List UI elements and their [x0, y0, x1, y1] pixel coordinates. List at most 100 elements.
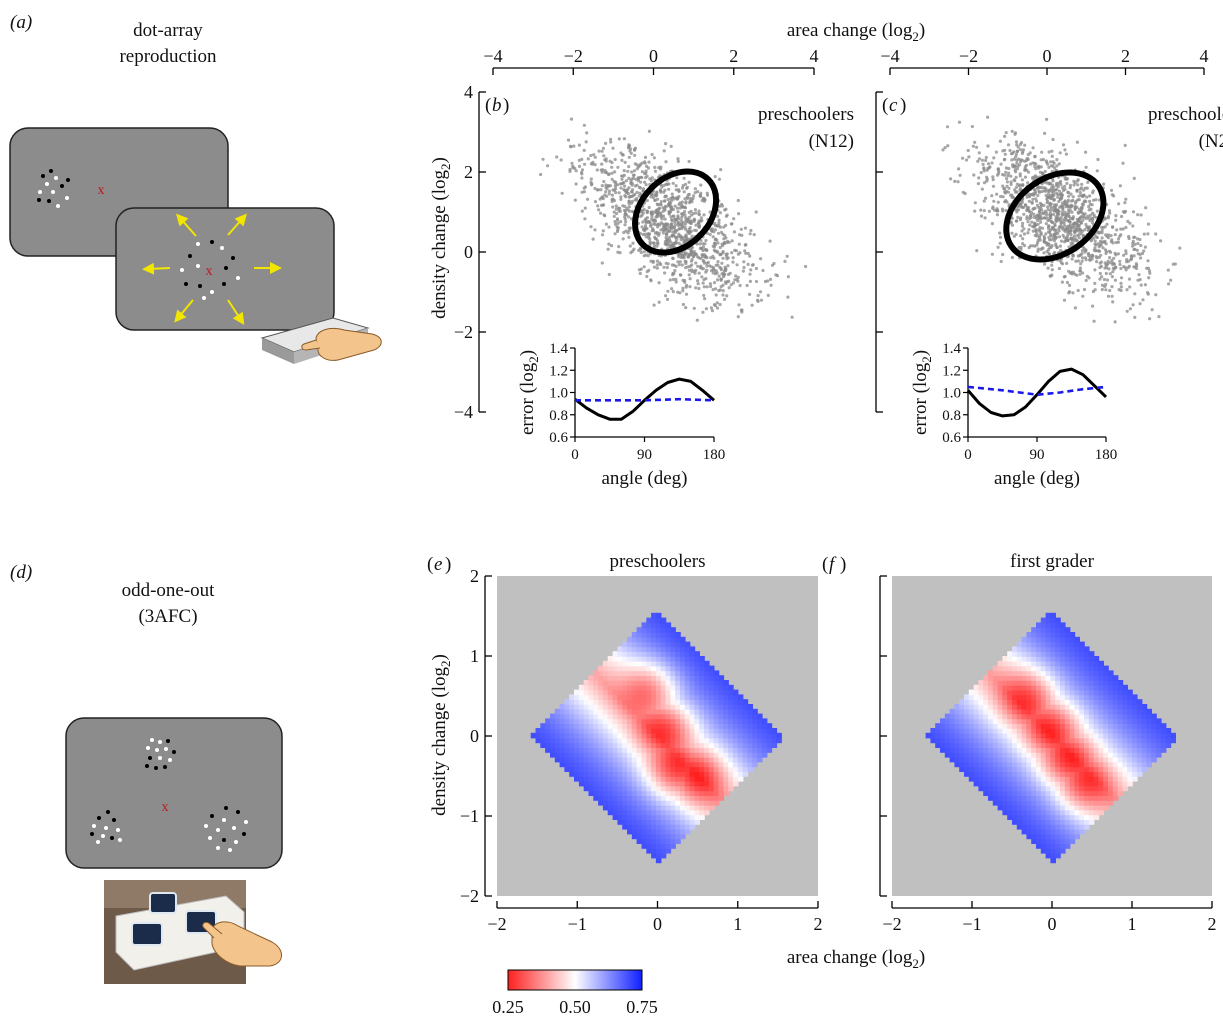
- scatter-point-c: [1083, 212, 1087, 216]
- heatmap-cell-e: [675, 766, 681, 772]
- heatmap-cell-e: [569, 761, 575, 768]
- heatmap-cell-e: [708, 785, 715, 792]
- scatter-point-b: [546, 164, 550, 168]
- heatmap-cell-e: [670, 680, 676, 686]
- heatmap-cell-e: [593, 680, 599, 686]
- scatter-point-b: [600, 261, 604, 265]
- heatmap-cell-e: [670, 713, 676, 720]
- heatmap-cell-e: [627, 708, 633, 715]
- heatmap-cell-f: [973, 713, 980, 720]
- heatmap-cell-e: [602, 795, 609, 801]
- scatter-point-b: [723, 240, 727, 245]
- heatmap-cell-e: [757, 718, 763, 724]
- heatmap-cell-e: [612, 742, 619, 748]
- heatmap-cell-e: [670, 627, 676, 633]
- heatmap-cell-e: [636, 723, 643, 729]
- heatmap-cell-e: [708, 728, 715, 734]
- heatmap-cell-e: [718, 790, 725, 796]
- heatmap-cell-f: [1040, 723, 1047, 729]
- scatter-point-b: [717, 274, 721, 278]
- heatmap-cell-e: [684, 742, 691, 748]
- scatter-point-c: [982, 166, 986, 170]
- heatmap-cell-f: [1021, 680, 1028, 686]
- heatmap-cell-e: [708, 694, 715, 700]
- scatter-point-c: [1031, 161, 1035, 165]
- scatter-point-c: [1050, 268, 1054, 272]
- scatter-point-b: [723, 297, 727, 301]
- scatter-point-b: [759, 257, 763, 261]
- heatmap-cell-e: [622, 795, 628, 801]
- scatter-point-c: [1169, 278, 1173, 282]
- scatter-point-b: [655, 263, 660, 267]
- heatmap-cell-e: [646, 790, 652, 796]
- heatmap-cell-e: [694, 752, 700, 758]
- scatter-point-c: [1043, 131, 1047, 135]
- heatmap-cell-e: [627, 800, 633, 806]
- heatmap-cell-e: [535, 728, 542, 734]
- heatmap-cell-e: [737, 756, 744, 763]
- heatmap-cell-e: [636, 646, 643, 652]
- heatmap-cell-e: [612, 651, 619, 657]
- scatter-point-b: [653, 193, 657, 197]
- panel-label-close-e: ): [445, 554, 451, 575]
- heatmap-cell-e: [699, 742, 705, 748]
- heatmap-cell-e: [670, 699, 676, 705]
- scatter-point-b: [725, 213, 729, 217]
- scatter-point-b: [560, 191, 564, 195]
- heatmap-cell-e: [583, 742, 590, 748]
- scatter-point-b: [712, 245, 717, 249]
- heatmap-cell-e: [670, 747, 676, 753]
- heatmap-cell-f: [997, 795, 1004, 801]
- heatmap-cell-e: [708, 766, 715, 772]
- scatter-point-b: [731, 256, 735, 260]
- heatmap-cell-f: [1060, 814, 1066, 820]
- scatter-point-b: [580, 168, 585, 172]
- heatmap-cell-e: [646, 723, 652, 729]
- heatmap-cell-e: [747, 766, 753, 772]
- scatter-point-b: [582, 148, 586, 152]
- heatmap-cell-e: [699, 771, 705, 777]
- heatmap-cell-f: [1012, 684, 1018, 691]
- heatmap-cell-e: [689, 694, 696, 700]
- fixation-cross-d: x: [162, 800, 169, 815]
- scatter-point-b: [559, 158, 563, 162]
- scatter-point-b: [692, 306, 696, 310]
- heatmap-cell-f: [1007, 795, 1013, 801]
- heatmap-cell-e: [675, 795, 681, 801]
- heatmap-cell-e: [651, 809, 657, 816]
- heatmap-cell-e: [598, 708, 604, 715]
- scatter-point-b: [640, 170, 645, 174]
- heatmap-cell-e: [742, 737, 749, 744]
- heatmap-cell-f: [1016, 670, 1023, 676]
- heatmap-cell-f: [949, 732, 956, 739]
- heatmap-cell-e: [641, 718, 648, 724]
- heatmap-cell-e: [646, 752, 652, 758]
- heatmap-cell-e: [636, 728, 643, 734]
- heatmap-cell-e: [631, 689, 638, 696]
- scatter-point-b: [639, 250, 643, 255]
- heatmap-cell-f: [1026, 689, 1032, 696]
- heatmap-cell-e: [622, 656, 628, 662]
- heatmap-cell-f: [992, 670, 999, 676]
- scatter-point-b: [705, 248, 709, 252]
- heatmap-cell-f: [1040, 684, 1047, 691]
- heatmap-cell-e: [680, 723, 686, 729]
- scatter-point-c: [987, 166, 991, 170]
- heatmap-cell-e: [631, 761, 638, 768]
- scatter-point-b: [653, 237, 658, 241]
- heatmap-cell-e: [641, 665, 648, 672]
- heatmap-cell-e: [627, 651, 633, 657]
- heatmap-cell-e: [675, 785, 681, 792]
- scatter-point-b: [636, 165, 641, 169]
- scatter-point-c: [1150, 308, 1154, 312]
- heatmap-cell-e: [665, 848, 672, 854]
- heatmap-cell-e: [646, 656, 652, 662]
- heatmap-cell-e: [660, 780, 667, 787]
- panel-label-close-c: ): [900, 95, 906, 116]
- scatter-point-c: [1072, 183, 1076, 187]
- heatmap-cell-f: [1016, 737, 1023, 744]
- scatter-point-c: [1104, 271, 1108, 276]
- scatter-point-c: [996, 200, 1000, 204]
- heatmap-cell-e: [737, 732, 744, 739]
- heatmap-cell-f: [954, 737, 960, 744]
